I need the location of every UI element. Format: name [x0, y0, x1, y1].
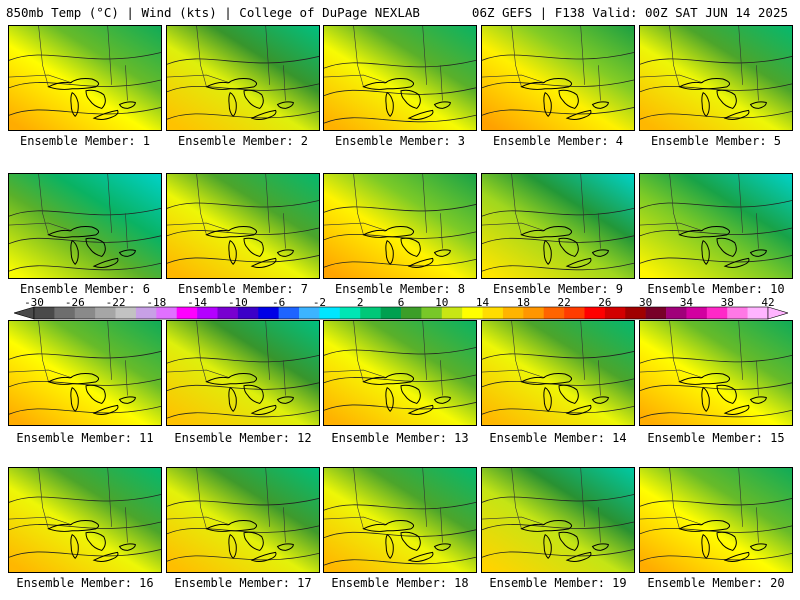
colorbar-tick-label: 22: [557, 296, 571, 309]
colorbar-segment: [380, 307, 402, 319]
ensemble-member-label: Ensemble Member: 12: [174, 431, 312, 445]
colorbar-arrow-right: [767, 306, 788, 320]
colorbar-segment: [176, 307, 198, 319]
ensemble-member-label: Ensemble Member: 5: [650, 134, 782, 148]
ensemble-member-label: Ensemble Member: 11: [16, 431, 154, 445]
colorbar-tick-label: -26: [64, 296, 85, 309]
ensemble-panel-9: [481, 173, 635, 279]
colorbar-segment: [564, 307, 585, 319]
colorbar-segment: [278, 307, 300, 319]
colorbar-segment: [625, 307, 646, 319]
colorbar-tick-label: 30: [639, 296, 653, 309]
colorbar-tick-label: 2: [356, 296, 364, 309]
ensemble-panel-13: [323, 320, 477, 426]
colorbar-segment: [502, 307, 524, 319]
ensemble-panel-17: [166, 467, 320, 573]
colorbar-segment: [197, 307, 218, 319]
ensemble-panel-8: [323, 173, 477, 279]
ensemble-member-label: Ensemble Member: 13: [331, 431, 469, 445]
colorbar-tick-label: -2: [312, 296, 327, 309]
colorbar-segment: [706, 307, 728, 319]
colorbar-segment: [34, 307, 55, 319]
ensemble-panel-16: [8, 467, 162, 573]
colorbar-tick-label: 42: [761, 296, 775, 309]
colorbar-segment: [237, 307, 259, 319]
colorbar-tick-label: -6: [272, 296, 286, 309]
ensemble-panel-3: [323, 25, 477, 131]
colorbar-tick-label: 34: [679, 296, 694, 309]
ensemble-member-label: Ensemble Member: 15: [647, 431, 785, 445]
colorbar-segment: [441, 307, 463, 319]
ensemble-panel-20: [639, 467, 793, 573]
colorbar-tick-label: -14: [187, 296, 208, 309]
colorbar-segment: [319, 307, 341, 319]
ensemble-panel-10: [639, 173, 793, 279]
colorbar-segment: [584, 307, 606, 319]
colorbar-tick-label: -30: [24, 296, 44, 309]
ensemble-panel-1: [8, 25, 162, 131]
colorbar-segment: [401, 307, 422, 319]
ensemble-panel-15: [639, 320, 793, 426]
ensemble-member-label: Ensemble Member: 8: [334, 282, 466, 296]
ensemble-panel-7: [166, 173, 320, 279]
ensemble-member-label: Ensemble Member: 18: [331, 576, 469, 590]
colorbar-tick-label: -18: [146, 296, 167, 309]
ensemble-member-label: Ensemble Member: 1: [19, 134, 151, 148]
colorbar-segment: [95, 307, 116, 319]
ensemble-panel-4: [481, 25, 635, 131]
ensemble-member-label: Ensemble Member: 10: [647, 282, 785, 296]
ensemble-member-label: Ensemble Member: 20: [647, 576, 785, 590]
colorbar-segment: [115, 307, 137, 319]
colorbar-tick-label: 14: [475, 296, 490, 309]
colorbar-segment: [299, 307, 320, 319]
ensemble-panel-18: [323, 467, 477, 573]
colorbar-segment: [54, 307, 76, 319]
ensemble-member-label: Ensemble Member: 19: [489, 576, 627, 590]
ensemble-member-label: Ensemble Member: 6: [19, 282, 151, 296]
colorbar-tick-label: 26: [598, 296, 612, 309]
colorbar-segment: [645, 307, 667, 319]
colorbar-tick-label: 38: [720, 296, 734, 309]
ensemble-member-label: Ensemble Member: 16: [16, 576, 154, 590]
header-valid-time: 06Z GEFS | F138 Valid: 00Z SAT JUN 14 20…: [471, 5, 788, 20]
colorbar-segment: [217, 307, 239, 319]
colorbar-segment: [156, 307, 178, 319]
colorbar-segment: [135, 307, 157, 319]
ensemble-panel-12: [166, 320, 320, 426]
colorbar-tick-label: -10: [227, 296, 248, 309]
ensemble-panel-19: [481, 467, 635, 573]
ensemble-member-label: Ensemble Member: 3: [334, 134, 466, 148]
colorbar-segment: [543, 307, 565, 319]
colorbar-segment: [421, 307, 443, 319]
colorbar-segment: [360, 307, 381, 319]
ensemble-panel-2: [166, 25, 320, 131]
colorbar-segment: [747, 307, 769, 319]
colorbar-segment: [258, 307, 279, 319]
colorbar-segment: [339, 307, 361, 319]
colorbar-segment: [74, 307, 96, 319]
ensemble-member-label: Ensemble Member: 7: [177, 282, 309, 296]
colorbar-segment: [462, 307, 483, 319]
header-title: 850mb Temp (°C) | Wind (kts) | College o…: [6, 5, 420, 20]
ensemble-panel-11: [8, 320, 162, 426]
ensemble-member-label: Ensemble Member: 17: [174, 576, 312, 590]
ensemble-member-label: Ensemble Member: 4: [492, 134, 624, 148]
colorbar-segment: [666, 307, 687, 319]
ensemble-member-label: Ensemble Member: 14: [489, 431, 627, 445]
colorbar-tick-label: 18: [516, 296, 530, 309]
colorbar-segment: [727, 307, 748, 319]
colorbar-tick-label: -22: [105, 296, 126, 309]
colorbar-tick-label: 10: [435, 296, 449, 309]
ensemble-panel-5: [639, 25, 793, 131]
ensemble-member-label: Ensemble Member: 2: [177, 134, 309, 148]
colorbar-segment: [604, 307, 626, 319]
temperature-colorbar: [14, 306, 788, 320]
ensemble-panel-14: [481, 320, 635, 426]
colorbar-segment: [523, 307, 545, 319]
ensemble-panel-6: [8, 173, 162, 279]
ensemble-member-label: Ensemble Member: 9: [492, 282, 624, 296]
colorbar-segment: [686, 307, 708, 319]
colorbar-tick-label: 6: [397, 296, 405, 309]
colorbar-segment: [482, 307, 504, 319]
